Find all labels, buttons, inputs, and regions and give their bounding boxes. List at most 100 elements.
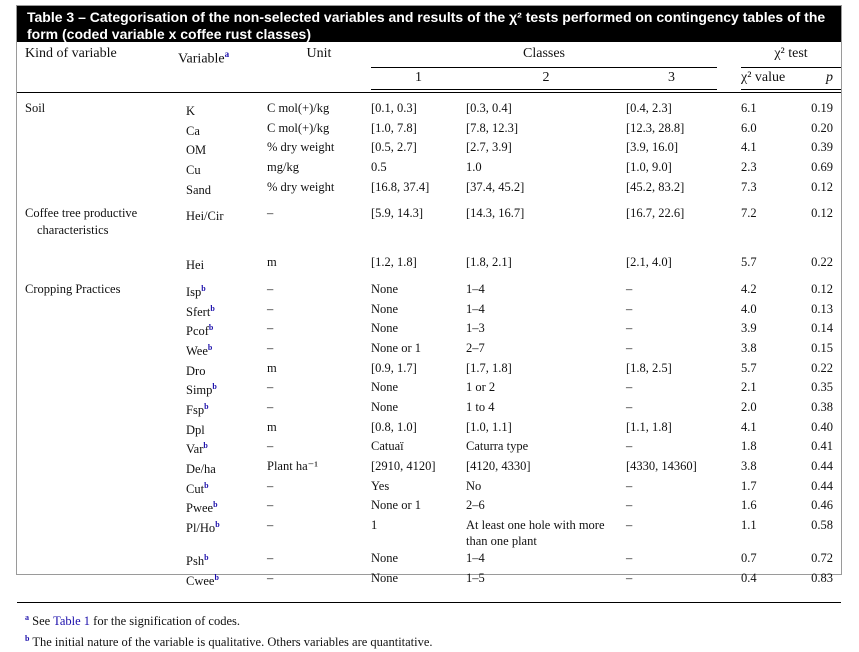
variable-cell: K (186, 104, 196, 119)
class1-cell: None (371, 570, 399, 585)
class1-cell: [0.9, 1.7] (371, 360, 417, 375)
class3-cell: – (626, 341, 633, 356)
class2-cell: [1.0, 1.1] (466, 419, 512, 434)
p-cell: 0.38 (811, 400, 834, 415)
class1-cell: [1.2, 1.8] (371, 255, 417, 270)
p-cell: 0.12 (811, 179, 834, 194)
table-row: Pcofb – None 1–3 – 3.9 0.14 (17, 320, 841, 340)
header-class-1: 1 (371, 68, 466, 94)
p-cell: 0.44 (811, 478, 834, 493)
class3-cell: – (626, 380, 633, 395)
class3-cell: [0.4, 2.3] (626, 101, 672, 116)
chi-value-cell: 1.1 (741, 517, 757, 532)
p-cell: 0.20 (811, 120, 834, 135)
p-cell: 0.40 (811, 419, 834, 434)
p-cell: 0.41 (811, 439, 834, 454)
class3-cell: [16.7, 22.6] (626, 206, 685, 221)
unit-cell: Plant ha⁻¹ (267, 459, 318, 473)
p-cell: 0.12 (811, 282, 834, 297)
header-classes: Classes (371, 42, 727, 68)
header-p: p (811, 68, 842, 94)
class3-cell: [1.1, 1.8] (626, 419, 672, 434)
class2-cell: [37.4, 45.2] (466, 179, 525, 194)
class3-cell: – (626, 400, 633, 415)
class1-cell: [0.5, 2.7] (371, 140, 417, 155)
class2-cell: At least one hole with more than one pla… (466, 517, 605, 549)
variable-cell: Hei/Cir (186, 209, 224, 224)
table-row: Cutb – Yes No – 1.7 0.44 (17, 478, 841, 498)
class1-cell: Catuaï (371, 439, 404, 454)
variable-cell: De/ha (186, 462, 216, 477)
table-caption: Table 3 – Categorisation of the non-sele… (17, 6, 841, 42)
variable-cell: Hei (186, 258, 205, 273)
table-row: Pshb – None 1–4 – 0.7 0.72 (17, 550, 841, 570)
unit-cell: m (267, 360, 277, 375)
class3-cell: – (626, 517, 633, 532)
class3-cell: – (626, 498, 633, 513)
chi-value-cell: 3.8 (741, 341, 757, 356)
class2-cell: Caturra type (466, 439, 529, 454)
chi-value-cell: 4.0 (741, 301, 757, 316)
class3-cell: [4330, 14360] (626, 459, 697, 473)
variable-cell: Ispb (186, 284, 206, 300)
unit-cell: – (267, 301, 274, 316)
variable-cell: Pweeb (186, 500, 218, 516)
variable-cell: Weeb (186, 343, 213, 359)
variable-cell: OM (186, 143, 207, 158)
class2-cell: 1–3 (466, 321, 485, 336)
unit-cell: – (267, 321, 274, 336)
class3-cell: [2.1, 4.0] (626, 255, 672, 270)
class3-cell: [1.0, 9.0] (626, 160, 672, 175)
p-cell: 0.83 (811, 570, 834, 585)
unit-cell: – (267, 478, 274, 493)
chi-value-cell: 3.8 (741, 459, 757, 473)
header-class-2: 2 (466, 68, 626, 94)
class1-cell: None (371, 321, 399, 336)
unit-cell: – (267, 206, 274, 221)
p-cell: 0.35 (811, 380, 834, 395)
class2-cell: No (466, 478, 482, 493)
header-unit: Unit (306, 46, 332, 61)
chi-value-cell: 0.4 (741, 570, 757, 585)
table-row: Varb – Catuaï Caturra type – 1.8 0.41 (17, 438, 841, 458)
chi-value-cell: 4.2 (741, 282, 757, 297)
class3-cell: – (626, 321, 633, 336)
kind-cell: Cropping Practices (25, 282, 121, 297)
chi-value-cell: 5.7 (741, 360, 757, 375)
variable-cell: Sfertb (186, 303, 215, 319)
variable-cell: Pl/Hob (186, 519, 220, 536)
chi-value-cell: 2.3 (741, 160, 757, 175)
table1-link[interactable]: Table 1 (53, 614, 91, 629)
unit-cell: – (267, 498, 274, 513)
class3-cell: – (626, 570, 633, 585)
class1-cell: None or 1 (371, 498, 421, 513)
class2-cell: 1 to 4 (466, 400, 495, 415)
data-table: Kind of variable Variablea Unit Classes … (17, 42, 842, 596)
variable-cell: Cu (186, 163, 201, 178)
p-cell: 0.69 (811, 160, 834, 175)
header-class-3: 3 (626, 68, 728, 94)
kind-cell: Coffee tree productive characteristics (25, 206, 138, 237)
p-cell: 0.22 (811, 360, 834, 375)
class2-cell: [7.8, 12.3] (466, 120, 519, 135)
table-row: Cweeb – None 1–5 – 0.4 0.83 (17, 570, 841, 590)
class1-cell: [2910, 4120] (371, 459, 436, 473)
class2-cell: [1.7, 1.8] (466, 360, 512, 375)
class2-cell: 1.0 (466, 160, 482, 175)
table-row: Sand % dry weight [16.8, 37.4] [37.4, 45.2]… (17, 179, 841, 199)
p-cell: 0.15 (811, 341, 834, 356)
class1-cell: [5.9, 14.3] (371, 206, 424, 221)
class2-cell: 2–6 (466, 498, 485, 513)
class3-cell: [12.3, 28.8] (626, 120, 685, 135)
class2-cell: 1 or 2 (466, 380, 496, 395)
chi-value-cell: 1.7 (741, 478, 757, 493)
chi-value-cell: 2.0 (741, 400, 757, 415)
variable-cell: Ca (186, 123, 200, 138)
class2-cell: [0.3, 0.4] (466, 101, 512, 116)
p-cell: 0.39 (811, 140, 834, 155)
p-cell: 0.44 (811, 459, 834, 473)
variable-cell: Cutb (186, 480, 209, 496)
p-cell: 0.22 (811, 255, 834, 270)
unit-cell: – (267, 570, 274, 585)
class1-cell: None (371, 301, 399, 316)
